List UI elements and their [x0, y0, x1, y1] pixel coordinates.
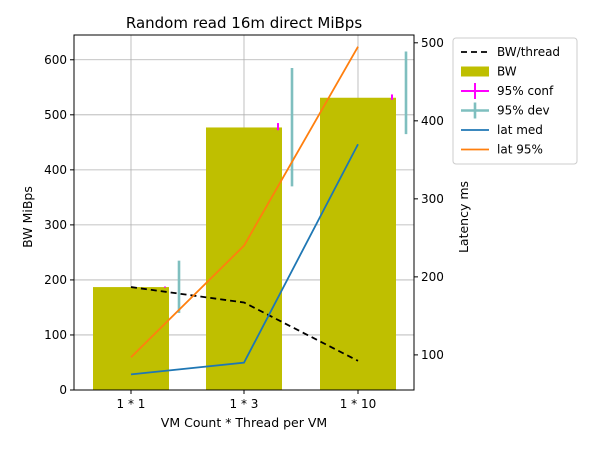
y2-axis-label: Latency ms [456, 181, 471, 253]
plot-area: 0 100 200 300 400 500 600 100 200 300 400 500 1 * 1 1… [44, 34, 444, 411]
y-tick-label-4: 400 [44, 163, 67, 177]
legend-label-lat_med: lat med [497, 123, 543, 137]
y-tick-label-5: 500 [44, 108, 67, 122]
line-bw-per-thread [130, 286, 359, 362]
y-tick-label-1: 100 [44, 328, 67, 342]
legend-swatch-bw [461, 66, 489, 77]
y2-tick-label-1: 200 [421, 270, 444, 284]
y2-tick-label-4: 500 [421, 36, 444, 50]
bar-bw-0 [93, 287, 169, 390]
legend-label-dev95: 95% dev [497, 104, 550, 118]
x-tick-label-2: 1 * 10 [340, 397, 377, 411]
y-tick-label-2: 200 [44, 273, 67, 287]
y2-tick-label-0: 100 [421, 348, 444, 362]
legend-label-conf95: 95% conf [497, 84, 554, 98]
y-tick-label-3: 300 [44, 218, 67, 232]
legend-label-bw_per_thread: BW/thread [497, 45, 560, 59]
line-lat-med [130, 143, 359, 376]
y2-tick-label-3: 400 [421, 114, 444, 128]
y-axis-label: BW MiBps [20, 186, 35, 248]
chart-title: Random read 16m direct MiBps [126, 14, 362, 32]
line-lat-95 [130, 46, 359, 358]
x-tick-label-0: 1 * 1 [117, 397, 146, 411]
x-tick-label-1: 1 * 3 [230, 397, 259, 411]
bar-bw-1 [206, 127, 282, 390]
x-axis-label: VM Count * Thread per VM [161, 415, 327, 430]
y2-tick-label-2: 300 [421, 192, 444, 206]
y-tick-label-6: 600 [44, 53, 67, 67]
y-tick-label-0: 0 [59, 383, 67, 397]
legend-label-bw: BW [497, 65, 517, 79]
legend: BW/thread BW 95% conf 95% dev lat med lat 95% [452, 37, 578, 165]
legend-label-lat_95: lat 95% [497, 143, 543, 157]
bar-bw-2 [320, 97, 396, 390]
